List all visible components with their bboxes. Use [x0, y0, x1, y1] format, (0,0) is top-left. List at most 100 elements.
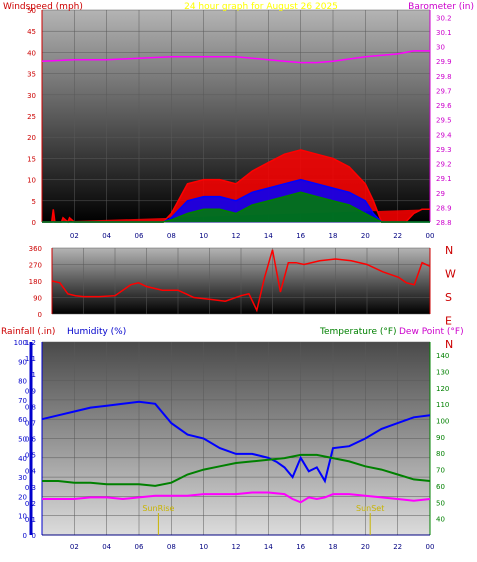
panel1-series-3	[42, 191, 430, 223]
panel1-right-tick-label: 28.9	[436, 204, 452, 212]
panel1-right-tick-label: 29.7	[436, 87, 452, 95]
panel1-x-tick-label: 04	[102, 232, 111, 240]
panel3-rain-title: Rainfall (.in)	[1, 327, 55, 337]
panel3-x-tick-label: 04	[102, 543, 111, 551]
panel3-humidity-tick-label: 20	[18, 493, 27, 501]
panel1-right-tick-label: 30.1	[436, 29, 452, 37]
panel1-right-axis-title: Barometer (in)	[408, 2, 474, 12]
panel3-temp-tick-label: 80	[436, 450, 445, 458]
panel1-right-tick-label: 28.8	[436, 219, 452, 227]
panel3-x-tick-label: 16	[296, 543, 305, 551]
panel1-right-tick-label: 29.3	[436, 146, 452, 154]
panel1-left-tick-label: 35	[27, 71, 36, 79]
panel3-x-tick-label: 20	[361, 543, 370, 551]
panel3-x-tick-label: 12	[232, 543, 241, 551]
panel1-left-tick-label: 10	[27, 177, 36, 185]
panel1-right-tick-label: 29.1	[436, 175, 452, 183]
panel3-rain-tick-label: 1	[32, 371, 36, 379]
panel1-right-tick-label: 29	[436, 190, 445, 198]
panel1-x-tick-label: 20	[361, 232, 370, 240]
panel1-x-tick-label: 22	[393, 232, 402, 240]
panel1-right-tick-label: 30.2	[436, 14, 452, 22]
panel3-temp-tick-label: 60	[436, 483, 445, 491]
panel3-temp-tick-label: 100	[436, 418, 449, 426]
panel1-right-tick-label: 29.4	[436, 131, 452, 139]
panel2-compass-label: W	[445, 268, 456, 281]
panel3-humidity-tick-label: 80	[18, 378, 27, 386]
panel2-left-tick-label: 180	[29, 278, 42, 286]
panel3-temperature-title: Temperature (°F)	[319, 327, 397, 337]
panel1-right-tick-label: 29.9	[436, 58, 452, 66]
panel1-right-tick-label: 29.2	[436, 161, 452, 169]
panel3-temp-tick-label: 120	[436, 385, 449, 393]
panel1-left-tick-label: 30	[27, 92, 36, 100]
panel3-temp-tick-label: 110	[436, 401, 449, 409]
panel1-x-tick-label: 02	[70, 232, 79, 240]
panel3-humidity-tick-label: 100	[14, 339, 27, 347]
panel3-temp-tick-label: 50	[436, 499, 445, 507]
panel3-humidity-tick-label: 90	[18, 358, 27, 366]
panel3-humidity-tick-label: 30	[18, 474, 27, 482]
panel1-x-tick-label: 16	[296, 232, 305, 240]
panel1-left-tick-label: 5	[32, 198, 36, 206]
panel1-x-tick-label: 08	[167, 232, 176, 240]
panel2-compass-label: S	[445, 291, 452, 304]
panel1-x-tick-label: 00	[426, 232, 435, 240]
panel3-x-tick-label: 14	[264, 543, 273, 551]
panel1-right-tick-label: 29.8	[436, 73, 452, 81]
panel2-left-tick-label: 0	[38, 311, 42, 319]
panel1-right-tick-label: 29.5	[436, 117, 452, 125]
panel3-temp-tick-label: 130	[436, 368, 449, 376]
panel1-left-tick-label: 15	[27, 155, 36, 163]
panel3-temp-tick-label: 70	[436, 467, 445, 475]
panel1-right-tick-label: 29.6	[436, 102, 452, 110]
panel1-left-tick-label: 25	[27, 113, 36, 121]
panel1-left-tick-label: 40	[27, 49, 36, 57]
panel2-left-tick-label: 270	[29, 262, 42, 270]
panel3-x-tick-label: 08	[167, 543, 176, 551]
panel2-series-0	[51, 249, 431, 313]
panel3-sun-label: SunSet	[356, 504, 384, 513]
panel3-series-2	[42, 491, 431, 504]
panel3-humidity-tick-label: 10	[18, 513, 27, 521]
panel3-temp-tick-label: 90	[436, 434, 445, 442]
panel3-humidity-tick-label: 0	[23, 532, 27, 540]
panel1-left-tick-label: 0	[32, 219, 36, 227]
panel3-humidity-title: Humidity (%)	[67, 327, 126, 337]
panel3-x-tick-label: 02	[70, 543, 79, 551]
panel3-humidity-tick-label: 60	[18, 416, 27, 424]
panel1-x-tick-label: 06	[135, 232, 144, 240]
panel3-series-0	[41, 400, 431, 484]
panel3-x-tick-label: 10	[199, 543, 208, 551]
panel3-x-tick-label: 06	[135, 543, 144, 551]
panel3-sun-label: SunRise	[142, 504, 174, 513]
panel1-left-axis-title: Windspeed (mph)	[3, 2, 83, 12]
panel3-humidity-tick-label: 40	[18, 455, 27, 463]
panel3-x-tick-label: 00	[426, 543, 435, 551]
panel3-rain-tick-label: 0	[32, 532, 36, 540]
panel3-dewpoint-title: Dew Point (°F)	[399, 327, 464, 337]
panel1-left-tick-label: 20	[27, 134, 36, 142]
panel2-compass-label: E	[445, 315, 452, 328]
panel3-humidity-tick-label: 50	[18, 436, 27, 444]
panel1-title: 24 hour graph for August 26 2025	[184, 2, 338, 12]
panel2-left-tick-label: 90	[33, 295, 42, 303]
panel1-x-tick-label: 18	[329, 232, 338, 240]
panel1-x-tick-label: 10	[199, 232, 208, 240]
panel2-compass-label: N	[445, 338, 453, 351]
panel3-x-tick-label: 22	[393, 543, 402, 551]
panel3-series-1	[42, 453, 431, 487]
panel1-x-tick-label: 12	[232, 232, 241, 240]
panel3-x-tick-label: 18	[329, 543, 338, 551]
panel1-series-0	[41, 50, 430, 64]
panel1-x-tick-label: 14	[264, 232, 273, 240]
panel3-temp-tick-label: 140	[436, 352, 449, 360]
panel2-compass-label: N	[445, 244, 453, 257]
panel1-left-tick-label: 50	[27, 7, 36, 15]
panel3-temp-tick-label: 40	[436, 516, 445, 524]
panel1-left-tick-label: 45	[27, 28, 36, 36]
panel1-right-tick-label: 30	[436, 44, 445, 52]
panel3-humidity-tick-label: 70	[18, 397, 27, 405]
